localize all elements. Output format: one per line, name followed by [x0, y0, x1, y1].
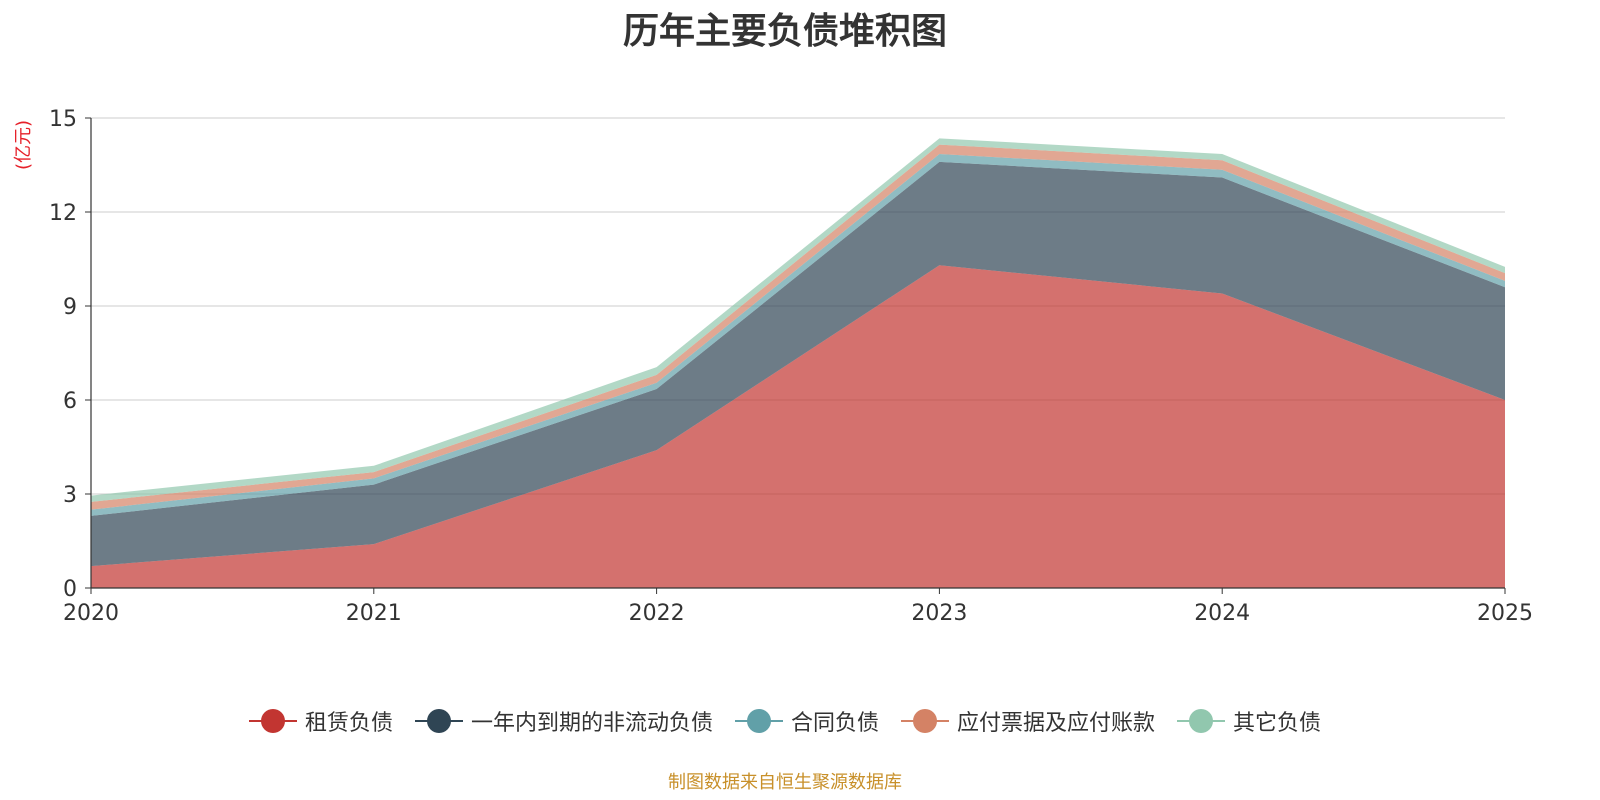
x-tick-label-2024: 2024 — [1194, 601, 1250, 626]
legend-marker-icon — [734, 708, 783, 734]
legend-marker-icon — [1177, 708, 1226, 734]
y-tick-label-12: 12 — [49, 201, 77, 226]
data-source-note: 制图数据来自恒生聚源数据库 — [668, 772, 902, 793]
legend-item-5[interactable]: 其它负债 — [1177, 705, 1321, 737]
legend-label: 合同负债 — [790, 711, 879, 736]
y-tick-label-3: 3 — [63, 483, 77, 508]
legend-item-4[interactable]: 应付票据及应付账款 — [901, 705, 1155, 737]
legend-item-2[interactable]: 一年内到期的非流动负债 — [414, 705, 713, 737]
legend-marker-icon — [901, 708, 949, 734]
legend: 租赁负债 一年内到期的非流动负债 合同负债 应付票据及应付账款 其它负债 — [0, 705, 1570, 737]
legend-item-1[interactable]: 租赁负债 — [248, 705, 393, 737]
x-tick-label-2023: 2023 — [911, 601, 967, 626]
legend-item-3[interactable]: 合同负债 — [734, 705, 879, 737]
area-series-1 — [91, 265, 1505, 588]
legend-marker-icon — [414, 708, 463, 734]
y-tick-label-9: 9 — [63, 295, 77, 320]
legend-label: 租赁负债 — [304, 711, 393, 736]
legend-label: 应付票据及应付账款 — [957, 711, 1156, 736]
axes: 0 3 6 9 12 15 2020 2021 2022 2023 2024 2025 — [49, 107, 1533, 626]
chart-title: 历年主要负债堆积图 — [622, 11, 947, 52]
legend-label: 其它负债 — [1233, 711, 1322, 736]
x-tick-label-2021: 2021 — [346, 601, 402, 626]
y-tick-label-0: 0 — [63, 577, 77, 602]
x-tick-label-2025: 2025 — [1477, 601, 1533, 626]
y-tick-label-6: 6 — [63, 389, 77, 414]
x-tick-label-2020: 2020 — [63, 601, 119, 626]
y-tick-label-15: 15 — [49, 107, 77, 132]
legend-marker-icon — [248, 708, 297, 734]
legend-label: 一年内到期的非流动负债 — [470, 711, 713, 736]
stacked-area-chart: 0 3 6 9 12 15 2020 2021 2022 2023 2024 2025 — [49, 107, 1533, 626]
area-series — [91, 138, 1505, 588]
x-tick-label-2022: 2022 — [629, 601, 685, 626]
area-series-2 — [91, 161, 1505, 567]
